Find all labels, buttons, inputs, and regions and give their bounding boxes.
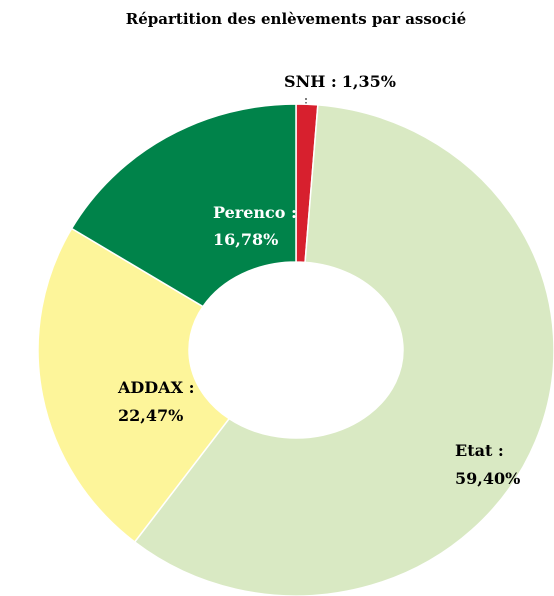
value-label: 22,47%	[118, 406, 183, 425]
slice-label: Perenco : 16,78%	[213, 203, 297, 249]
donut-slice	[70, 103, 297, 308]
value-label: 1,35%	[342, 72, 396, 91]
slice-label: SNH : 1,35%	[284, 72, 396, 91]
category-label: ADDAX :	[117, 378, 194, 397]
slice-label: ADDAX : 22,47%	[117, 378, 194, 425]
value-label: 16,78%	[213, 230, 278, 249]
category-label: Perenco :	[213, 203, 297, 222]
value-label: 59,40%	[455, 469, 520, 488]
category-label: SNH :	[284, 72, 337, 91]
donut-slice	[133, 104, 554, 596]
donut-slice	[37, 227, 231, 544]
category-label: Etat :	[455, 441, 504, 460]
slice-label: Etat : 59,40%	[455, 441, 520, 488]
chart-title: Répartition des enlèvements par associé	[126, 10, 466, 28]
